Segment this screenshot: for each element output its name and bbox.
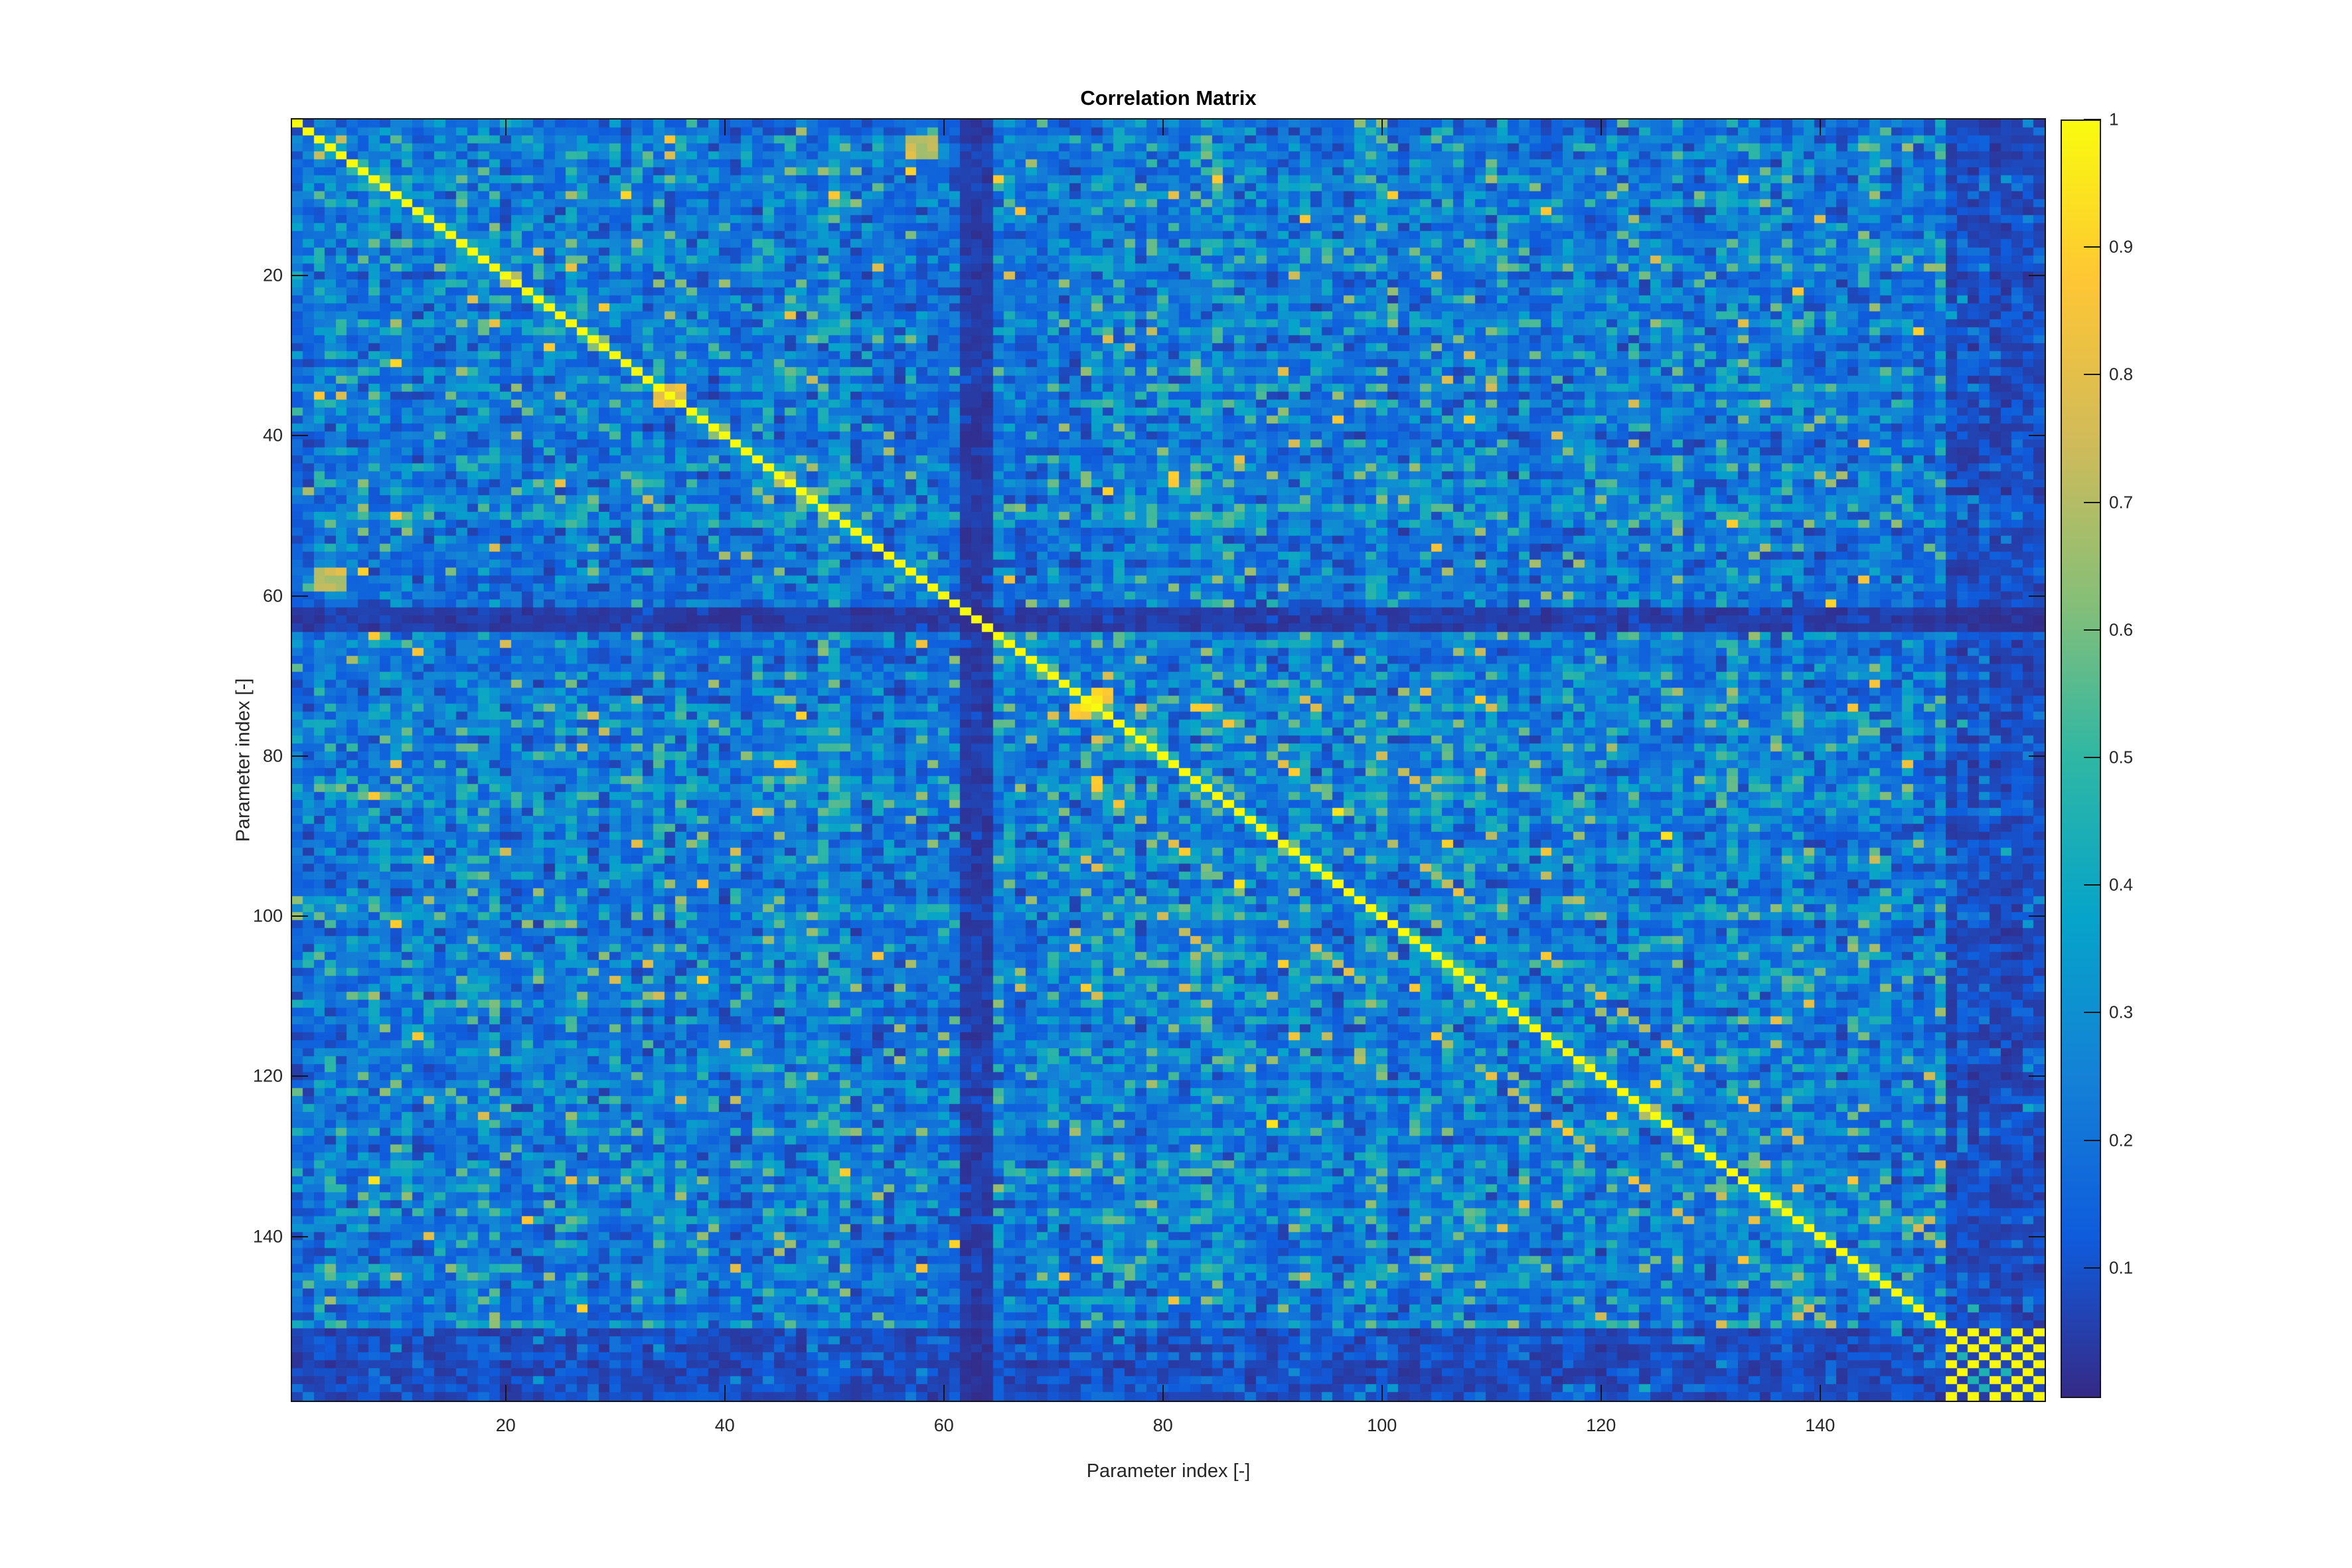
x-tick-label: 60	[933, 1415, 954, 1435]
x-tickmark	[1381, 1385, 1383, 1401]
colorbar-tickmark	[2084, 1267, 2101, 1269]
y-tickmark-right	[2029, 915, 2045, 917]
y-tickmark	[292, 915, 308, 917]
chart-title: Correlation Matrix	[1080, 86, 1257, 110]
y-tick-label: 140	[252, 1226, 283, 1247]
y-tickmark	[292, 1235, 308, 1237]
colorbar-tick-label: 0.5	[2109, 747, 2134, 767]
colorbar-tick-label: 0.6	[2109, 619, 2134, 640]
colorbar-tickmark	[2084, 246, 2101, 248]
x-tickmark-top	[1162, 119, 1164, 135]
y-tick-label: 100	[252, 905, 283, 926]
x-axis-label: Parameter index [-]	[1086, 1460, 1251, 1482]
x-tick-label: 20	[495, 1415, 516, 1435]
y-tick-label: 120	[252, 1065, 283, 1086]
colorbar-tick-label: 0.2	[2109, 1130, 2134, 1150]
plot-border	[291, 118, 2046, 1402]
y-tickmark-right	[2029, 275, 2045, 277]
x-tickmark-top	[1381, 119, 1383, 135]
colorbar-tickmark	[2084, 119, 2101, 120]
x-tickmark	[724, 1385, 726, 1401]
y-tickmark-right	[2029, 1235, 2045, 1237]
colorbar-tick-label: 0.8	[2109, 364, 2134, 384]
y-tickmark	[292, 275, 308, 277]
colorbar-tick-label: 0.3	[2109, 1002, 2134, 1022]
y-tickmark-right	[2029, 595, 2045, 597]
x-tickmark	[505, 1385, 507, 1401]
colorbar-tickmark	[2084, 884, 2101, 886]
colorbar-tickmark	[2084, 1012, 2101, 1014]
x-tick-label: 80	[1152, 1415, 1173, 1435]
y-tickmark	[292, 1075, 308, 1077]
x-tickmark	[943, 1385, 945, 1401]
colorbar-tick-label: 0.9	[2109, 236, 2134, 257]
colorbar-tick-label: 1	[2109, 109, 2119, 129]
x-tickmark-top	[505, 119, 507, 135]
x-tickmark-top	[1819, 119, 1821, 135]
x-tick-label: 120	[1586, 1415, 1616, 1435]
y-tickmark	[292, 595, 308, 597]
y-tickmark	[292, 755, 308, 757]
y-axis-label: Parameter index [-]	[232, 678, 254, 842]
y-tick-label: 60	[262, 586, 283, 606]
y-tick-label: 40	[262, 425, 283, 445]
colorbar-tick-label: 0.1	[2109, 1257, 2134, 1278]
y-tickmark-right	[2029, 1075, 2045, 1077]
x-tickmark-top	[724, 119, 726, 135]
heatmap-canvas	[292, 119, 2045, 1401]
x-tickmark-top	[943, 119, 945, 135]
y-tickmark-right	[2029, 755, 2045, 757]
y-tickmark-right	[2029, 435, 2045, 437]
y-tick-label: 80	[262, 745, 283, 766]
colorbar-tick-label: 0.4	[2109, 874, 2134, 895]
colorbar-tickmark	[2084, 629, 2101, 631]
x-tickmark	[1819, 1385, 1821, 1401]
x-tick-label: 40	[714, 1415, 735, 1435]
colorbar-tickmark	[2084, 757, 2101, 758]
x-tickmark	[1162, 1385, 1164, 1401]
colorbar-tickmark	[2084, 1139, 2101, 1141]
colorbar-tick-label: 0.7	[2109, 492, 2134, 512]
x-tick-label: 140	[1805, 1415, 1836, 1435]
x-tick-label: 100	[1367, 1415, 1397, 1435]
colorbar-tickmark	[2084, 374, 2101, 376]
colorbar	[2061, 119, 2101, 1398]
y-tickmark	[292, 435, 308, 437]
x-tickmark	[1600, 1385, 1602, 1401]
y-tick-label: 20	[262, 265, 283, 285]
colorbar-tickmark	[2084, 501, 2101, 503]
x-tickmark-top	[1600, 119, 1602, 135]
